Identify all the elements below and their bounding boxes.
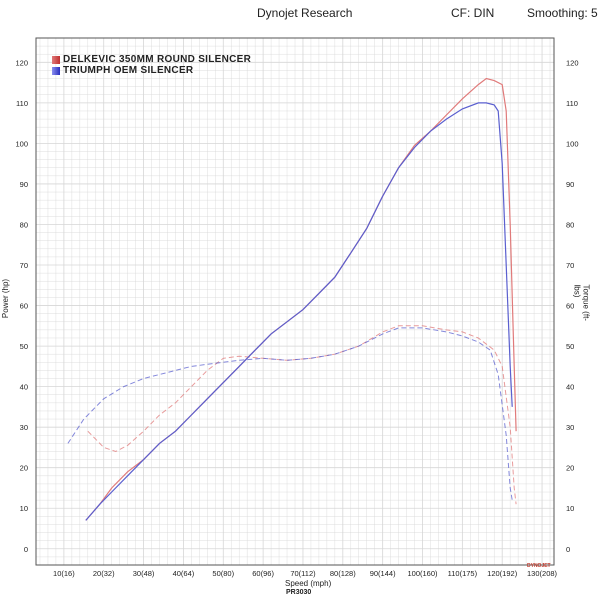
y-tick-label-right: 50 xyxy=(566,342,574,351)
series-power-line-delkevic xyxy=(85,77,517,521)
y-tick-label-left: 30 xyxy=(20,423,28,432)
chart-grid xyxy=(36,37,554,566)
x-tick-label: 40(64) xyxy=(173,569,195,578)
y-tick-label-left: 50 xyxy=(20,342,28,351)
x-tick-label: 130(208) xyxy=(527,569,558,578)
y-tick-label-left: 20 xyxy=(20,464,28,473)
x-tick-label: 10(16) xyxy=(53,569,75,578)
x-tick-label: 90(144) xyxy=(370,569,396,578)
x-tick-label: 100(160) xyxy=(407,569,438,578)
y-tick-label-left: 0 xyxy=(24,545,28,554)
series-lines xyxy=(67,77,517,521)
x-tick-label: 80(128) xyxy=(330,569,356,578)
series-torque-line-delkevic xyxy=(87,325,517,505)
run-id-label: PR3030 xyxy=(286,589,312,596)
y-tick-label-right: 0 xyxy=(566,545,570,554)
header-title: Dynojet Research xyxy=(257,6,353,20)
x-tick-label: 60(96) xyxy=(252,569,274,578)
header-correction-factor: CF: DIN xyxy=(451,6,495,20)
y-tick-label-right: 80 xyxy=(566,220,574,229)
y-tick-label-left: 40 xyxy=(20,383,28,392)
y-tick-label-left: 10 xyxy=(20,504,28,513)
y-tick-label-right: 40 xyxy=(566,383,574,392)
y-tick-label-right: 70 xyxy=(566,261,574,270)
y-tick-label-right: 90 xyxy=(566,180,574,189)
y-tick-label-left: 100 xyxy=(15,139,28,148)
legend-entry-delkevic: DELKEVIC 350MM ROUND SILENCER xyxy=(52,54,251,65)
x-tick-label: 20(32) xyxy=(93,569,115,578)
y-tick-label-right: 60 xyxy=(566,302,574,311)
y-axis-label-right: Torque (ft-lbs) xyxy=(572,284,591,321)
x-tick-label: 110(175) xyxy=(448,569,478,578)
legend-label: DELKEVIC 350MM ROUND SILENCER xyxy=(63,54,252,65)
y-axis-label-left: Power (hp) xyxy=(1,278,11,319)
x-tick-label: 70(112) xyxy=(290,569,316,578)
y-tick-label-right: 110 xyxy=(566,99,578,108)
legend-swatch-blue xyxy=(52,66,60,75)
y-tick-label-right: 20 xyxy=(566,464,574,473)
x-tick-label: 120(192) xyxy=(487,569,518,578)
y-tick-label-left: 90 xyxy=(20,180,28,189)
y-tick-label-right: 10 xyxy=(566,504,574,513)
x-tick-label: 50(80) xyxy=(212,569,234,578)
tick-labels: 10(16) 20(32) 30(48) 40(64) 50(80) 60(96) 70(1… xyxy=(15,58,578,578)
y-tick-label-left: 120 xyxy=(15,58,28,67)
y-tick-label-right: 30 xyxy=(566,423,574,432)
x-tick-label: 30(48) xyxy=(133,569,155,578)
y-tick-label-left: 70 xyxy=(20,261,28,270)
y-tick-label-right: 100 xyxy=(566,139,579,148)
series-torque-line-triumph xyxy=(67,327,513,501)
dynojet-logo: DYNOJET xyxy=(527,563,551,569)
header-smoothing: Smoothing: 5 xyxy=(527,6,598,20)
y-tick-label-left: 60 xyxy=(20,302,28,311)
x-axis-label: Speed (mph) xyxy=(285,579,332,588)
y-tick-label-left: 110 xyxy=(16,99,28,108)
legend-swatch-red xyxy=(52,55,60,64)
y-tick-label-right: 120 xyxy=(566,58,579,67)
legend-entry-triumph: TRIUMPH OEM SILENCER xyxy=(52,65,193,76)
y-tick-label-left: 80 xyxy=(20,220,28,229)
legend-label: TRIUMPH OEM SILENCER xyxy=(63,65,194,76)
series-power-line-triumph xyxy=(85,102,513,521)
plot-border xyxy=(35,37,555,566)
